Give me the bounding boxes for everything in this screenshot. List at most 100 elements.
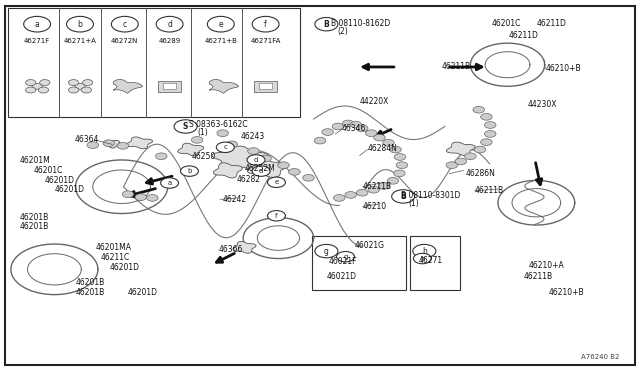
Text: d: d bbox=[167, 20, 172, 29]
Circle shape bbox=[68, 87, 79, 93]
Text: 46210+B: 46210+B bbox=[549, 288, 585, 296]
Text: 46021F: 46021F bbox=[329, 257, 358, 266]
Polygon shape bbox=[259, 83, 272, 89]
Circle shape bbox=[26, 87, 36, 93]
Circle shape bbox=[68, 80, 79, 86]
Circle shape bbox=[122, 191, 134, 198]
Circle shape bbox=[392, 190, 415, 203]
Circle shape bbox=[455, 158, 467, 165]
Polygon shape bbox=[178, 143, 204, 156]
Circle shape bbox=[147, 195, 158, 201]
Text: 46286N: 46286N bbox=[466, 169, 496, 178]
Circle shape bbox=[268, 211, 285, 221]
Text: A76240 B2: A76240 B2 bbox=[580, 354, 619, 360]
Polygon shape bbox=[446, 142, 476, 155]
Text: 46201C: 46201C bbox=[33, 166, 63, 175]
Text: 46366: 46366 bbox=[219, 246, 243, 254]
Text: h: h bbox=[420, 256, 425, 262]
Circle shape bbox=[207, 16, 234, 32]
Text: 46201B: 46201B bbox=[76, 288, 105, 296]
Circle shape bbox=[396, 162, 408, 169]
Text: 46210+A: 46210+A bbox=[529, 261, 564, 270]
Circle shape bbox=[87, 142, 99, 148]
Text: 46021G: 46021G bbox=[355, 241, 385, 250]
Circle shape bbox=[365, 130, 377, 137]
Circle shape bbox=[217, 130, 228, 137]
Circle shape bbox=[180, 166, 198, 176]
Circle shape bbox=[474, 146, 486, 153]
Circle shape bbox=[81, 87, 92, 93]
Polygon shape bbox=[127, 137, 152, 149]
Text: 46201B: 46201B bbox=[19, 222, 49, 231]
Circle shape bbox=[394, 170, 405, 177]
Circle shape bbox=[32, 83, 42, 89]
Circle shape bbox=[356, 189, 368, 196]
Text: g: g bbox=[324, 247, 329, 256]
Circle shape bbox=[378, 183, 390, 189]
Text: 46211B: 46211B bbox=[475, 186, 504, 195]
Text: 46021D: 46021D bbox=[326, 272, 356, 280]
Text: h: h bbox=[422, 247, 427, 256]
Circle shape bbox=[481, 139, 492, 145]
Polygon shape bbox=[254, 81, 277, 92]
Circle shape bbox=[260, 155, 271, 162]
Text: 44220X: 44220X bbox=[360, 97, 389, 106]
Circle shape bbox=[374, 134, 385, 141]
Circle shape bbox=[314, 137, 326, 144]
Bar bbox=[410, 236, 460, 290]
Text: 46289: 46289 bbox=[159, 38, 180, 44]
Text: B: B bbox=[324, 20, 329, 29]
Circle shape bbox=[350, 121, 362, 128]
Polygon shape bbox=[106, 140, 120, 148]
Circle shape bbox=[111, 16, 138, 32]
Text: g: g bbox=[344, 254, 348, 260]
Circle shape bbox=[342, 120, 354, 127]
Circle shape bbox=[174, 120, 197, 133]
Circle shape bbox=[368, 186, 380, 193]
Text: a: a bbox=[168, 180, 172, 186]
Text: 46201D: 46201D bbox=[109, 263, 140, 272]
Text: 46346: 46346 bbox=[342, 124, 366, 133]
Text: 46201B: 46201B bbox=[76, 278, 105, 287]
Text: (1): (1) bbox=[408, 199, 419, 208]
Text: b: b bbox=[188, 168, 191, 174]
Text: 46272N: 46272N bbox=[111, 38, 138, 44]
Circle shape bbox=[216, 142, 234, 153]
Text: 46211D: 46211D bbox=[536, 19, 566, 28]
Circle shape bbox=[40, 80, 50, 86]
Circle shape bbox=[67, 16, 93, 32]
Circle shape bbox=[303, 174, 314, 181]
Text: 46271: 46271 bbox=[419, 256, 443, 265]
Circle shape bbox=[135, 194, 147, 201]
Text: 46271+A: 46271+A bbox=[63, 38, 97, 44]
Circle shape bbox=[383, 140, 394, 146]
Circle shape bbox=[484, 131, 496, 137]
Polygon shape bbox=[213, 163, 243, 178]
Circle shape bbox=[278, 162, 289, 169]
Circle shape bbox=[413, 253, 431, 264]
Text: 44230X: 44230X bbox=[528, 100, 557, 109]
Circle shape bbox=[75, 83, 85, 89]
Circle shape bbox=[226, 141, 237, 148]
Circle shape bbox=[315, 17, 338, 31]
Circle shape bbox=[26, 80, 36, 86]
Text: c: c bbox=[123, 20, 127, 29]
Text: 46252M: 46252M bbox=[244, 164, 275, 173]
Circle shape bbox=[356, 125, 368, 132]
Text: 46364: 46364 bbox=[74, 135, 99, 144]
Polygon shape bbox=[163, 83, 176, 89]
Text: 46271FA: 46271FA bbox=[250, 38, 281, 44]
Text: 46201D: 46201D bbox=[45, 176, 75, 185]
Circle shape bbox=[481, 113, 492, 120]
Text: (2): (2) bbox=[337, 27, 348, 36]
Circle shape bbox=[103, 140, 115, 147]
Text: 46250: 46250 bbox=[192, 153, 216, 161]
Circle shape bbox=[446, 162, 458, 169]
Text: c: c bbox=[223, 144, 227, 150]
Circle shape bbox=[38, 87, 49, 93]
Circle shape bbox=[156, 16, 183, 32]
Text: B: B bbox=[401, 192, 406, 201]
Text: e: e bbox=[218, 20, 223, 29]
Circle shape bbox=[390, 146, 401, 153]
Circle shape bbox=[315, 244, 338, 258]
